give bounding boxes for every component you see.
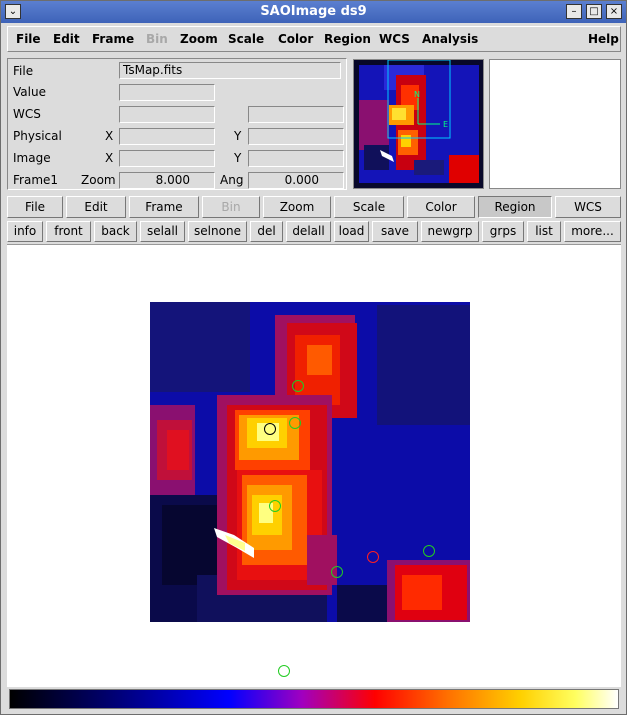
close-icon[interactable]: × <box>606 4 622 19</box>
image-y-label: Y <box>234 151 242 165</box>
value-label: Value <box>13 85 46 99</box>
wcs-x-field <box>119 106 215 123</box>
file-field: TsMap.fits <box>119 62 341 79</box>
region-circle[interactable] <box>367 551 379 563</box>
ang-label: Ang <box>220 173 244 187</box>
physical-y-field <box>248 128 344 145</box>
button-scale[interactable]: Scale <box>334 196 404 218</box>
physical-x-field <box>119 128 215 145</box>
button-front[interactable]: front <box>46 221 91 242</box>
button-newgrp[interactable]: newgrp <box>421 221 479 242</box>
title-bar[interactable]: ⌄ SAOImage ds9 – □ × <box>1 1 626 23</box>
wcs-label: WCS <box>13 107 41 121</box>
panner-north-label: N <box>414 90 420 99</box>
ang-field: 0.000 <box>248 172 344 189</box>
zoom-field: 8.000 <box>119 172 215 189</box>
button-more[interactable]: more... <box>564 221 621 242</box>
button-info[interactable]: info <box>7 221 43 242</box>
image-x-label: X <box>105 151 114 165</box>
button-color[interactable]: Color <box>407 196 475 218</box>
menu-file[interactable]: File <box>16 32 41 46</box>
button-selall[interactable]: selall <box>140 221 185 242</box>
physical-label: Physical <box>13 129 62 143</box>
image-y-field <box>248 150 344 167</box>
physical-y-label: Y <box>234 129 242 143</box>
panner-east-label: E <box>443 120 448 129</box>
button-region[interactable]: Region <box>478 196 552 218</box>
menu-color[interactable]: Color <box>278 32 314 46</box>
menu-edit[interactable]: Edit <box>53 32 80 46</box>
region-circle[interactable] <box>423 545 435 557</box>
region-circle[interactable] <box>269 500 281 512</box>
magnifier <box>489 59 621 189</box>
button-load[interactable]: load <box>334 221 369 242</box>
maximize-icon[interactable]: □ <box>586 4 602 19</box>
menu-frame[interactable]: Frame <box>92 32 135 46</box>
region-circle[interactable] <box>292 380 304 392</box>
file-label: File <box>13 64 34 78</box>
image-x-field <box>119 150 215 167</box>
window-title: SAOImage ds9 <box>260 4 367 19</box>
info-panel: File TsMap.fits Value WCS Physical X Y I… <box>7 58 347 190</box>
region-circle[interactable] <box>289 417 301 429</box>
button-edit[interactable]: Edit <box>66 196 126 218</box>
button-selnone[interactable]: selnone <box>188 221 247 242</box>
button-del[interactable]: del <box>250 221 283 242</box>
button-zoom[interactable]: Zoom <box>263 196 331 218</box>
physical-x-label: X <box>105 129 114 143</box>
menu-zoom[interactable]: Zoom <box>180 32 218 46</box>
menu-bar: File Edit Frame Bin Zoom Scale Color Reg… <box>7 26 621 52</box>
button-frame[interactable]: Frame <box>129 196 199 218</box>
window-menu-icon[interactable]: ⌄ <box>5 4 21 19</box>
menu-region[interactable]: Region <box>324 32 371 46</box>
region-circle[interactable] <box>278 665 290 677</box>
minimize-icon[interactable]: – <box>566 4 582 19</box>
image-canvas[interactable] <box>7 244 621 687</box>
fits-image[interactable] <box>7 245 621 687</box>
menu-help[interactable]: Help <box>588 32 619 46</box>
value-field <box>119 84 215 101</box>
colorbar[interactable] <box>9 689 619 709</box>
button-back[interactable]: back <box>94 221 137 242</box>
button-delall[interactable]: delall <box>286 221 331 242</box>
zoom-label: Zoom <box>81 173 116 187</box>
image-label: Image <box>13 151 51 165</box>
button-wcs[interactable]: WCS <box>555 196 621 218</box>
region-circle[interactable] <box>264 423 276 435</box>
wcs-y-field <box>248 106 344 123</box>
button-grps[interactable]: grps <box>482 221 524 242</box>
button-save[interactable]: save <box>372 221 418 242</box>
panner[interactable]: N E <box>353 59 484 189</box>
button-bin: Bin <box>202 196 260 218</box>
panner-thumbnail: N E <box>354 60 483 188</box>
menu-scale[interactable]: Scale <box>228 32 265 46</box>
frame-label: Frame1 <box>13 173 59 187</box>
region-circle[interactable] <box>331 566 343 578</box>
button-file[interactable]: File <box>7 196 63 218</box>
button-list[interactable]: list <box>527 221 561 242</box>
menu-analysis[interactable]: Analysis <box>422 32 479 46</box>
menu-wcs[interactable]: WCS <box>379 32 410 46</box>
menu-bin: Bin <box>146 32 168 46</box>
